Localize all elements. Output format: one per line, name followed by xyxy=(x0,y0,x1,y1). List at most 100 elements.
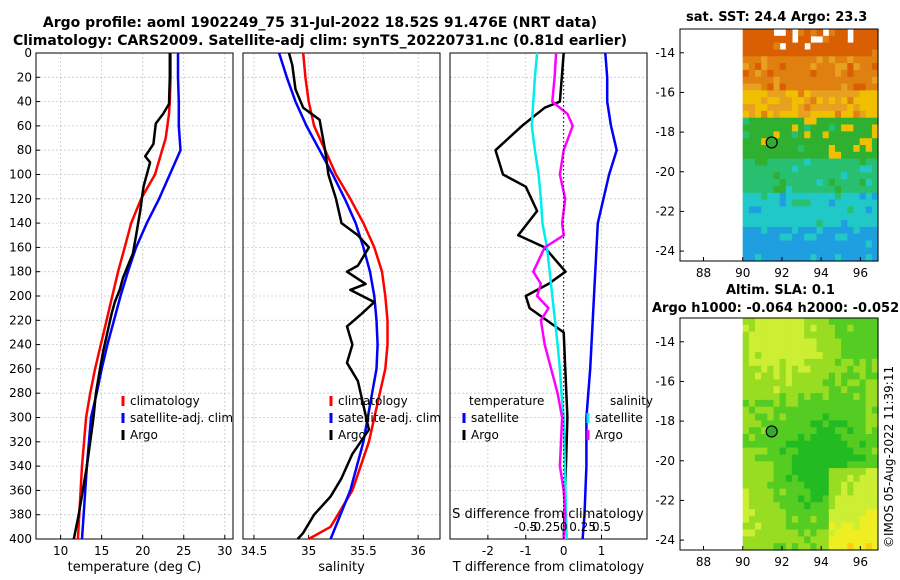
lon-tick-label: 96 xyxy=(853,555,868,569)
map-cell xyxy=(865,338,873,346)
map-cell xyxy=(804,509,811,517)
map-cell xyxy=(828,226,836,235)
map-cell xyxy=(748,324,756,333)
map-cell xyxy=(810,213,818,221)
map-cell xyxy=(804,56,811,64)
map-cell xyxy=(785,488,793,496)
map-cell xyxy=(871,454,879,462)
figure-title-line-2: Climatology: CARS2009. Satellite-adj cli… xyxy=(12,33,628,49)
map-cell xyxy=(853,220,861,228)
map-cell xyxy=(761,468,768,476)
sla-map-title-1: Altim. SLA: 0.1 xyxy=(726,283,835,298)
map-cell xyxy=(755,543,762,551)
map-cell xyxy=(791,468,799,476)
map-cell xyxy=(853,63,861,71)
map-cell xyxy=(798,386,805,394)
map-cell xyxy=(767,440,774,449)
map-cell xyxy=(767,386,774,394)
map-cell xyxy=(748,63,756,71)
map-cell xyxy=(859,42,867,50)
map-cell xyxy=(847,145,854,153)
map-cell xyxy=(779,447,787,455)
map-cell xyxy=(785,468,793,476)
map-cell xyxy=(798,379,805,387)
map-cell xyxy=(773,117,781,126)
map-cell xyxy=(785,427,793,435)
map-cell xyxy=(847,63,854,71)
map-cell xyxy=(798,97,805,105)
series-line-argo xyxy=(72,53,172,540)
map-cell xyxy=(871,233,879,242)
map-cell xyxy=(871,338,879,346)
map-cell xyxy=(798,522,805,531)
map-cell xyxy=(835,318,842,326)
map-cell xyxy=(798,69,805,78)
map-cell xyxy=(841,240,848,248)
map-cell xyxy=(853,352,861,360)
map-cell xyxy=(785,151,793,160)
map-cell xyxy=(865,440,873,449)
map-cell xyxy=(779,226,787,235)
map-cell xyxy=(816,434,824,442)
map-cell xyxy=(835,331,842,339)
map-cell xyxy=(810,158,818,166)
map-cell xyxy=(767,522,774,531)
map-cell xyxy=(748,413,756,421)
map-cell xyxy=(779,138,787,146)
map-cell xyxy=(828,151,836,160)
map-cell xyxy=(859,386,867,394)
map-cell xyxy=(816,495,824,503)
map-cell xyxy=(742,172,750,180)
map-cell xyxy=(773,420,781,428)
map-cell xyxy=(859,247,867,255)
map-cell xyxy=(748,247,756,255)
map-cell xyxy=(828,56,836,64)
map-cell xyxy=(816,83,824,91)
map-cell xyxy=(755,434,762,442)
map-cell xyxy=(761,213,768,221)
map-cell xyxy=(835,206,842,214)
map-cell xyxy=(742,226,750,235)
map-cell xyxy=(847,372,854,380)
map-cell xyxy=(742,145,750,153)
map-cell xyxy=(773,468,781,476)
map-cell xyxy=(791,434,799,442)
map-cell xyxy=(871,35,879,44)
map-cell xyxy=(871,226,879,235)
map-cell xyxy=(828,331,836,339)
map-cell xyxy=(859,352,867,360)
map-cell xyxy=(841,165,848,173)
map-cell xyxy=(865,179,873,187)
map-cell xyxy=(841,185,848,194)
map-cell xyxy=(779,165,787,173)
map-cell xyxy=(835,145,842,153)
map-cell xyxy=(853,29,861,37)
map-cell xyxy=(761,386,768,394)
map-cell xyxy=(853,185,861,194)
depth-tick-label: 320 xyxy=(9,435,32,449)
map-cell xyxy=(779,90,787,98)
map-cell xyxy=(767,488,774,496)
map-cell xyxy=(835,165,842,173)
map-cell xyxy=(810,447,818,455)
map-cell xyxy=(841,474,848,483)
map-cell xyxy=(853,502,861,510)
map-cell xyxy=(865,69,873,78)
map-cell xyxy=(841,199,848,207)
map-cell xyxy=(865,393,873,401)
map-cell xyxy=(871,468,879,476)
map-cell xyxy=(853,324,861,333)
map-cell xyxy=(761,440,768,449)
map-cell xyxy=(767,63,774,71)
map-cell xyxy=(810,172,818,180)
map-cell xyxy=(761,502,768,510)
x-tick-label: 36 xyxy=(410,544,425,558)
legend-label: Argo xyxy=(595,428,623,442)
map-cell xyxy=(816,138,824,146)
map-cell xyxy=(859,56,867,64)
map-cell xyxy=(761,324,768,333)
map-cell xyxy=(804,406,811,415)
map-cell xyxy=(804,454,811,462)
map-cell xyxy=(828,352,836,360)
panel-differences xyxy=(449,52,648,540)
